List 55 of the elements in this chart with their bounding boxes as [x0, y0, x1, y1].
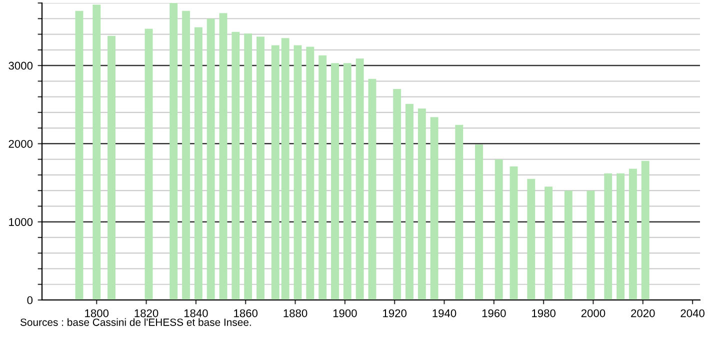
bar	[475, 144, 483, 300]
x-tick-label: 1940	[432, 309, 456, 318]
bar	[108, 36, 116, 300]
bar	[281, 38, 290, 300]
x-tick-label: 1820	[134, 309, 158, 318]
bar	[604, 173, 612, 300]
bar	[144, 28, 153, 300]
bar	[586, 190, 595, 300]
y-tick-label: 0	[27, 296, 33, 304]
bar	[92, 4, 101, 300]
bar	[564, 190, 572, 300]
bar	[641, 160, 650, 300]
bar	[306, 46, 314, 300]
bar	[393, 88, 402, 300]
bar	[182, 10, 190, 300]
bar	[356, 58, 364, 300]
bar	[418, 108, 426, 300]
bar	[244, 33, 252, 300]
bar	[510, 166, 518, 300]
x-tick-label: 1860	[234, 309, 258, 318]
y-tick-label: 3000	[8, 62, 33, 70]
bar	[527, 178, 536, 300]
y-tick-label: 1000	[9, 218, 33, 226]
x-tick-label: 1900	[333, 309, 357, 318]
bar	[194, 27, 202, 300]
bar	[318, 55, 327, 300]
x-tick-label: 1920	[383, 309, 407, 318]
bar	[628, 168, 637, 300]
x-tick-label: 2020	[631, 309, 655, 318]
x-tick-label: 1980	[532, 309, 556, 318]
source-note: Sources : base Cassini de l'EHESS et base Insee.	[20, 318, 251, 326]
bar	[406, 104, 414, 300]
x-tick-label: 2000	[581, 309, 606, 318]
bar	[232, 32, 240, 300]
bar	[271, 45, 280, 300]
bar	[368, 78, 376, 300]
bar	[294, 45, 302, 300]
bar	[455, 124, 464, 300]
x-tick-label: 2040	[680, 309, 704, 318]
bar	[206, 18, 215, 300]
x-tick-label: 1960	[482, 309, 506, 318]
y-tick-label: 2000	[8, 140, 33, 148]
bar	[616, 173, 625, 300]
bar	[544, 186, 553, 300]
bar	[331, 63, 339, 300]
bar	[75, 10, 84, 300]
bar	[430, 117, 438, 300]
bar	[170, 3, 178, 300]
bar	[343, 63, 352, 300]
x-tick-label: 1840	[184, 309, 208, 318]
x-tick-label: 1800	[85, 309, 109, 318]
bar	[219, 13, 228, 300]
bar	[256, 36, 264, 300]
bar	[494, 159, 503, 300]
x-tick-label: 1880	[284, 309, 308, 318]
